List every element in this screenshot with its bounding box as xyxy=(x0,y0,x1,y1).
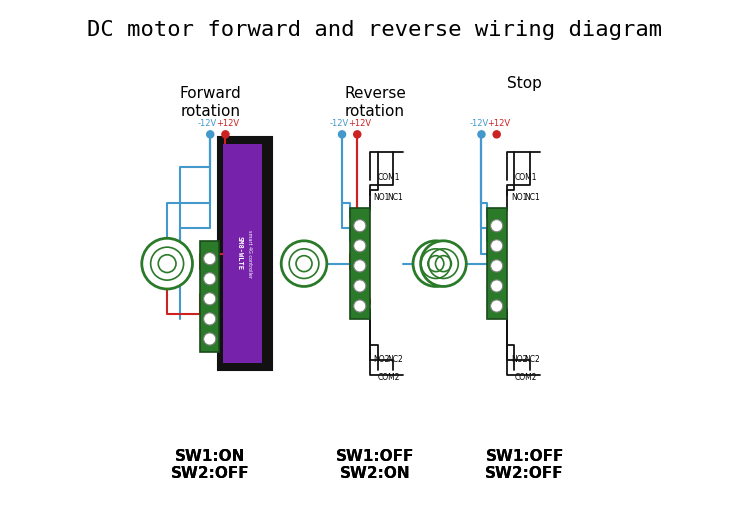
Circle shape xyxy=(490,300,502,312)
Circle shape xyxy=(204,252,216,265)
Text: -12V: -12V xyxy=(470,119,488,128)
Circle shape xyxy=(204,293,216,305)
Text: SW1:ON
SW2:OFF: SW1:ON SW2:OFF xyxy=(171,449,250,481)
Text: SW1:OFF
SW2:OFF: SW1:OFF SW2:OFF xyxy=(485,449,564,481)
Circle shape xyxy=(207,131,214,138)
Text: -12V: -12V xyxy=(330,119,350,128)
Circle shape xyxy=(354,240,366,252)
Circle shape xyxy=(494,131,500,138)
Circle shape xyxy=(354,260,366,272)
Circle shape xyxy=(490,240,502,252)
Text: SW1:ON
SW2:OFF: SW1:ON SW2:OFF xyxy=(171,449,250,481)
Bar xyxy=(487,208,507,319)
Circle shape xyxy=(478,131,485,138)
Text: smart 4G controller: smart 4G controller xyxy=(247,230,252,277)
Circle shape xyxy=(490,280,502,292)
Circle shape xyxy=(204,333,216,345)
Bar xyxy=(223,144,262,363)
Bar xyxy=(217,137,272,370)
Text: NC1: NC1 xyxy=(524,193,540,202)
Circle shape xyxy=(204,313,216,325)
Text: +12V: +12V xyxy=(217,119,239,128)
Circle shape xyxy=(354,131,361,138)
Circle shape xyxy=(222,131,229,138)
Text: SW1:OFF
SW2:OFF: SW1:OFF SW2:OFF xyxy=(485,449,564,481)
Text: NC2: NC2 xyxy=(388,355,404,365)
Text: Stop: Stop xyxy=(507,76,542,91)
Text: NO1: NO1 xyxy=(374,193,390,202)
Circle shape xyxy=(354,220,366,232)
Text: COM2: COM2 xyxy=(377,373,400,382)
Text: NC1: NC1 xyxy=(388,193,404,202)
Text: DC motor forward and reverse wiring diagram: DC motor forward and reverse wiring diag… xyxy=(88,20,662,40)
Text: NO2: NO2 xyxy=(511,355,527,365)
Text: +12V: +12V xyxy=(348,119,371,128)
Text: NC2: NC2 xyxy=(524,355,540,365)
Bar xyxy=(350,208,370,319)
Circle shape xyxy=(338,131,346,138)
Text: -12V: -12V xyxy=(198,119,217,128)
Circle shape xyxy=(413,241,459,286)
Text: Reverse
rotation: Reverse rotation xyxy=(344,86,406,119)
Text: COM2: COM2 xyxy=(514,373,537,382)
Text: +12V: +12V xyxy=(488,119,511,128)
Circle shape xyxy=(354,300,366,312)
Text: NO1: NO1 xyxy=(511,193,527,202)
Text: Forward
rotation: Forward rotation xyxy=(179,86,241,119)
Circle shape xyxy=(354,280,366,292)
Text: SM8-WLTE: SM8-WLTE xyxy=(236,236,242,271)
Circle shape xyxy=(490,260,502,272)
Circle shape xyxy=(142,238,193,289)
Circle shape xyxy=(281,241,327,286)
Text: COM1: COM1 xyxy=(514,173,537,182)
Text: SW1:OFF
SW2:ON: SW1:OFF SW2:ON xyxy=(336,449,414,481)
Bar xyxy=(200,241,219,352)
Circle shape xyxy=(204,273,216,285)
Circle shape xyxy=(421,241,466,286)
Text: COM1: COM1 xyxy=(377,173,400,182)
Text: SW1:OFF
SW2:ON: SW1:OFF SW2:ON xyxy=(336,449,414,481)
Text: NO2: NO2 xyxy=(374,355,390,365)
Circle shape xyxy=(490,220,502,232)
